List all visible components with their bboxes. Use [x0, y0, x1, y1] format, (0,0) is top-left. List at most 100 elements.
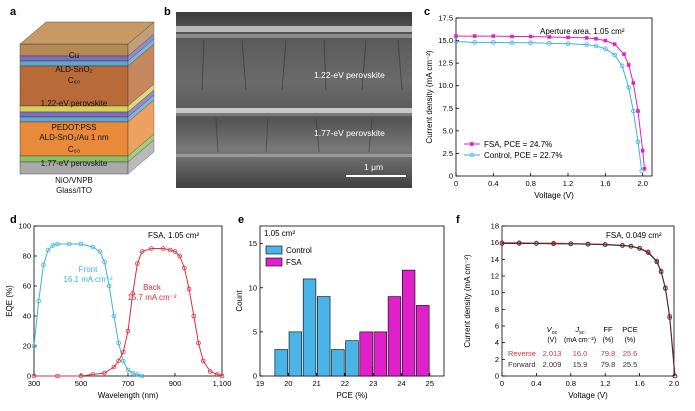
layer-label-8: NiO/VNPB	[55, 176, 93, 185]
d-series-0-point	[121, 358, 126, 364]
c-ylabel: Current density (mA cm⁻²)	[425, 50, 434, 143]
d-series-1-point	[125, 328, 131, 334]
f-ytick-label: 6	[495, 322, 499, 331]
e-legend-label: Control	[286, 246, 312, 255]
d-series-1-point	[207, 369, 213, 374]
f-table-cell: 79.8	[601, 349, 616, 358]
d-back-label: Back	[143, 283, 162, 292]
e-bar-control	[317, 296, 331, 377]
sem-grains-top	[201, 39, 403, 91]
f-xtick-label: 1.6	[634, 379, 644, 388]
d-series-1-point	[135, 261, 140, 266]
device-stack-diagram: Cu ALD-SnO₂ C₆₀ 1.22-eV perovskite PEDOT:PSS…	[19, 21, 155, 195]
d-series-0-line	[33, 243, 143, 377]
d-series-1-point	[186, 286, 192, 292]
c-series-1-point	[626, 85, 631, 90]
f-table-cell: 16.0	[573, 349, 588, 358]
layer-label-7: 1.77-eV perovskite	[41, 159, 108, 168]
d-ytick-label: 0	[27, 372, 31, 381]
layer-label-5: ALD-SnO₂/Au 1 nm	[39, 133, 109, 142]
d-series-0-point	[31, 343, 37, 349]
d-ytick-label: 20	[23, 342, 31, 351]
d-series-0-point	[135, 372, 140, 377]
jv-chart-large-area: 0 0.4 0.8 1.2 1.6 2.0 0 2.5 5.0 7.5 10.0 12.5 15.0 17…	[425, 14, 653, 200]
c-legend-label: FSA, PCE = 24.7%	[484, 140, 552, 149]
c-series-0-point	[612, 42, 617, 46]
c-series-0-point	[528, 34, 533, 39]
e-ytick-label: 10	[249, 283, 257, 292]
f-ytick-label: 14	[491, 255, 499, 264]
c-xtick-label: 0.4	[488, 179, 498, 188]
c-ytick-label: 12.5	[438, 59, 453, 68]
c-series-1-point	[547, 40, 552, 46]
c-series-1-point	[584, 42, 589, 47]
e-xlabel: PCE (%)	[336, 391, 367, 400]
d-series-0-point	[116, 340, 121, 346]
c-series-1-point	[635, 139, 641, 144]
d-ylabel: EQE (%)	[5, 285, 14, 317]
f-ytick-label: 12	[491, 272, 499, 281]
e-legend-swatch	[265, 245, 283, 255]
panel-label-a: a	[10, 6, 17, 18]
d-series-1-point	[182, 265, 187, 271]
c-series-1-point	[639, 168, 645, 173]
layer-front-7	[19, 121, 129, 157]
d-series-0-point	[139, 373, 145, 379]
layer-label-4: PEDOT:PSS	[52, 123, 97, 132]
pce-histogram: 19 20 21 22 23 24 25 0 5 10 15 PCE (%) Count 1.05 cm²…	[235, 225, 445, 400]
e-bar-fsa	[387, 296, 402, 377]
f-table-cell: 2.013	[543, 349, 562, 358]
d-series-1-line	[34, 248, 223, 377]
f-ytick-label: 10	[491, 288, 499, 297]
c-series-0-point	[642, 166, 647, 171]
jv-chart-small-area: 0 0.4 0.8 1.2 1.6 2.0 0 2 4 6 8 10 12 14 16 18 Voltage (…	[463, 222, 679, 401]
f-xtick-label: 1.2	[600, 379, 610, 388]
f-ytick-label: 2	[495, 355, 499, 364]
c-ytick-label: 15.0	[438, 36, 453, 45]
d-front-label: Front	[79, 265, 98, 274]
d-series-1-point	[121, 349, 126, 355]
c-series-1-point	[593, 43, 599, 49]
f-series-1-line	[502, 243, 676, 377]
c-plot-frame	[455, 17, 653, 177]
c-ytick-label: 0	[449, 172, 453, 181]
c-ytick-label: 7.5	[443, 104, 453, 113]
d-series-0-point	[125, 367, 131, 373]
f-table-header: PCE	[622, 325, 637, 334]
d-xtick-label: 500	[75, 379, 88, 388]
c-series-1-point	[603, 46, 608, 51]
f-ylabel: Current density (mA cm⁻²)	[463, 254, 472, 347]
e-bar-control	[288, 331, 303, 377]
c-series-1-point	[619, 63, 625, 69]
f-table-header: FF	[603, 325, 613, 334]
d-ytick-label: 40	[23, 312, 31, 321]
c-legend-marker	[469, 152, 475, 158]
c-series-0-point	[566, 35, 570, 40]
e-legend-label: FSA	[286, 258, 302, 267]
e-ylabel: Count	[235, 290, 244, 312]
c-series-0-point	[510, 34, 514, 39]
d-series-1-point	[55, 373, 60, 379]
e-xtick-label: 19	[256, 379, 264, 388]
e-bar-control	[345, 340, 359, 377]
d-series-1-point	[168, 247, 173, 253]
d-xlabel: Wavelength (nm)	[98, 391, 159, 400]
panel-label-f: f	[456, 214, 460, 226]
e-xtick-label: 25	[426, 379, 434, 388]
e-ytick-label: 15	[249, 239, 257, 248]
d-ytick-label: 60	[23, 282, 31, 291]
d-series-1-point	[116, 358, 121, 364]
layer-label-3: 1.22-eV perovskite	[41, 99, 108, 108]
c-series-0-point	[584, 36, 589, 40]
d-series-0-point	[130, 370, 136, 376]
f-table-unit: (%)	[603, 337, 614, 344]
d-series-1-point	[215, 372, 220, 377]
f-table-cell: 79.8	[601, 360, 616, 369]
c-ytick-label: 5.0	[443, 126, 453, 135]
f-series-1-point	[654, 259, 660, 265]
f-plot-frame	[501, 225, 675, 377]
c-legend-marker	[470, 142, 474, 146]
sem-interlayer	[176, 108, 412, 113]
d-series-1-point	[31, 373, 37, 379]
f-ytick-label: 16	[491, 238, 499, 247]
